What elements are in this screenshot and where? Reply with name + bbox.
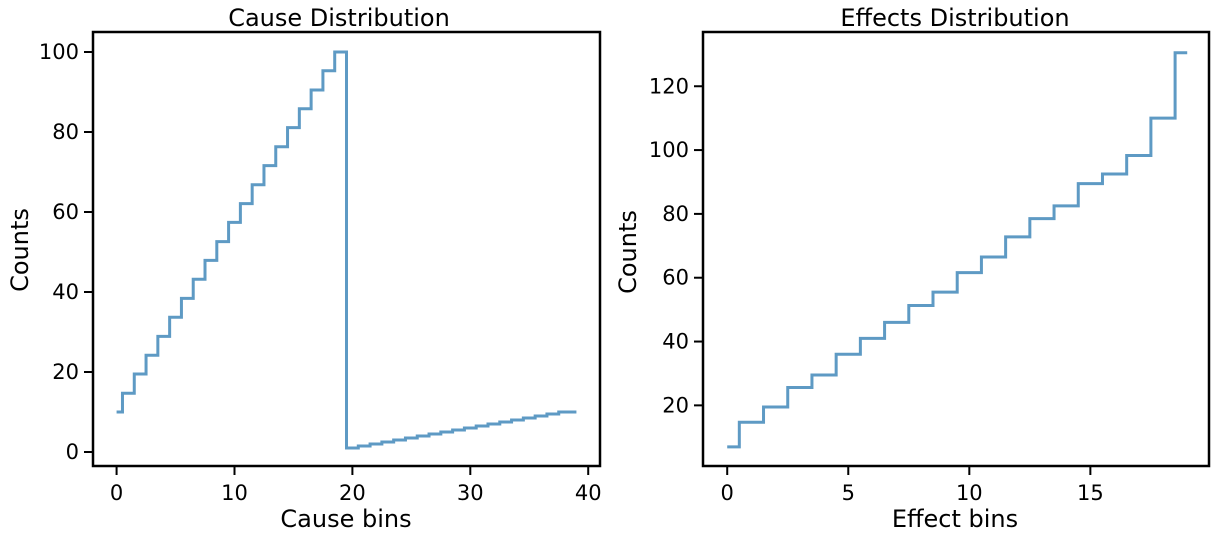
x-tick-label: 0 — [110, 481, 123, 505]
ticks: 0 10 20 30 40 0 20 40 60 80 100 — [39, 40, 602, 505]
x-tick-label: 40 — [575, 481, 602, 505]
y-tick-label: 60 — [52, 200, 79, 224]
y-tick-label: 40 — [662, 330, 689, 354]
cause-counts-step-line — [116, 50, 577, 450]
chart-title: Cause Distribution — [228, 4, 450, 32]
y-tick-label: 40 — [52, 280, 79, 304]
x-tick-label: 10 — [221, 481, 248, 505]
y-tick-label: 100 — [39, 40, 79, 64]
y-axis-label: Counts — [614, 210, 642, 294]
cause-distribution-chart: Cause Distribution Cause bins Counts 0 10… — [6, 4, 602, 533]
y-tick-label: 0 — [66, 440, 79, 464]
chart-title: Effects Distribution — [840, 4, 1069, 32]
y-tick-label: 80 — [52, 120, 79, 144]
y-axis-label: Counts — [6, 208, 34, 292]
x-tick-label: 0 — [721, 481, 734, 505]
y-tick-label: 20 — [662, 393, 689, 417]
effects-distribution-chart: Effects Distribution Effect bins Counts … — [614, 4, 1211, 533]
axes-frame — [91, 30, 602, 468]
x-tick-label: 15 — [1077, 481, 1104, 505]
x-tick-label: 5 — [842, 481, 855, 505]
y-tick-label: 100 — [649, 138, 689, 162]
x-tick-label: 30 — [457, 481, 484, 505]
y-tick-label: 20 — [52, 360, 79, 384]
effect-counts-step-line — [727, 51, 1188, 449]
x-axis-label: Effect bins — [892, 505, 1018, 533]
x-tick-label: 10 — [956, 481, 983, 505]
x-tick-label: 20 — [339, 481, 366, 505]
y-tick-label: 120 — [649, 74, 689, 98]
y-tick-label: 80 — [662, 202, 689, 226]
y-tick-label: 60 — [662, 266, 689, 290]
ticks: 0 5 10 15 20 40 60 80 100 120 — [649, 74, 1104, 505]
axes-frame — [701, 30, 1211, 468]
x-axis-label: Cause bins — [280, 505, 411, 533]
